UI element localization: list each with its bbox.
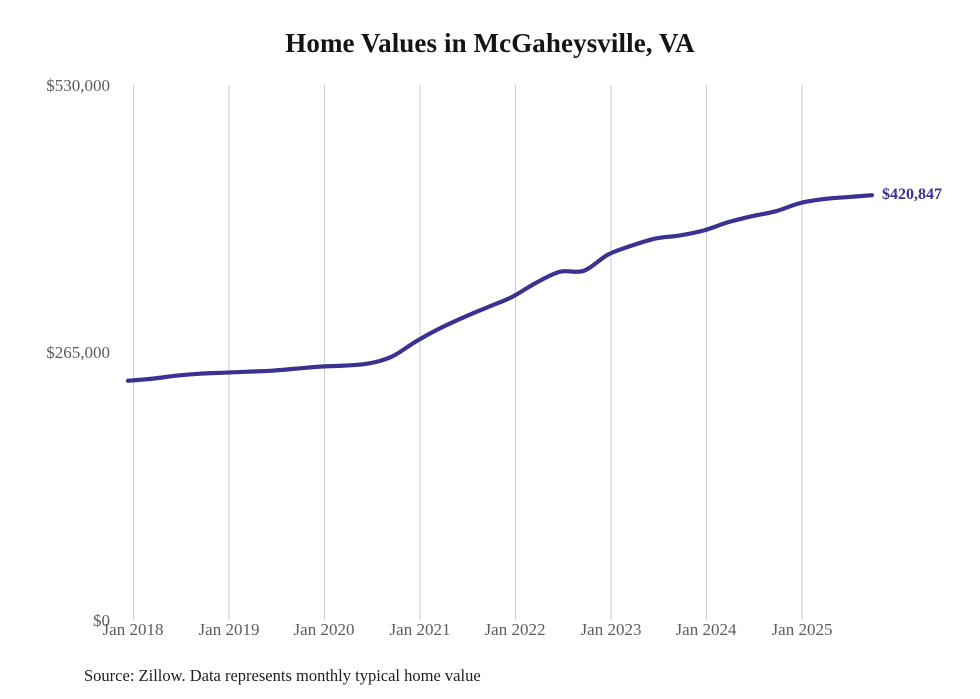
- x-axis-tick-label: Jan 2021: [389, 620, 451, 639]
- home-value-line-series: [125, 193, 875, 383]
- x-axis-tick-label: Jan 2020: [293, 620, 355, 639]
- source-note: Source: Zillow. Data represents monthly …: [84, 666, 481, 685]
- y-axis-tick-label: $265,000: [46, 343, 110, 362]
- gridlines: [132, 85, 803, 620]
- x-axis-tick-label: Jan 2023: [580, 620, 642, 639]
- y-axis-ticks: $530,000 $265,000 $0: [5, 0, 110, 699]
- y-axis-tick-label: $0: [93, 611, 110, 630]
- end-point-value-annotation: $420,847: [882, 186, 942, 204]
- x-axis-tick-label: Jan 2018: [102, 620, 164, 639]
- x-axis-tick-label: Jan 2024: [675, 620, 737, 639]
- x-axis-tick-label: Jan 2025: [771, 620, 833, 639]
- page-title: Home Values in McGaheysville, VA: [285, 28, 695, 58]
- x-axis-tick-label: Jan 2022: [484, 620, 546, 639]
- y-axis-tick-label: $530,000: [46, 76, 110, 95]
- x-axis-tick-label: Jan 2019: [198, 620, 260, 639]
